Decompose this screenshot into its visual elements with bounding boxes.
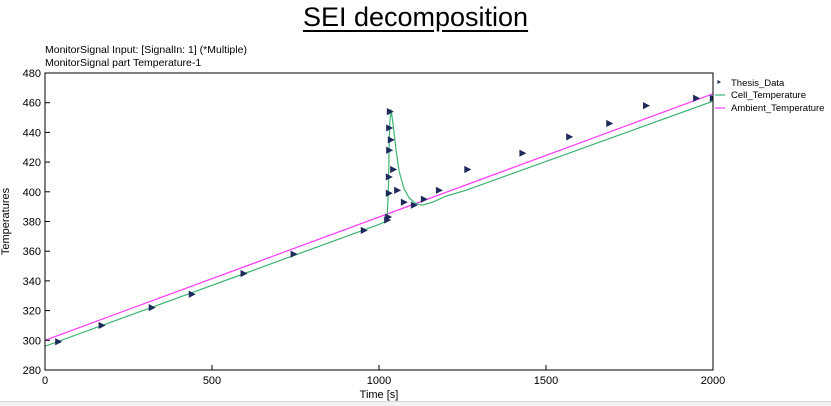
x-tick-label: 0 <box>42 375 48 387</box>
y-tick-label: 440 <box>23 127 41 139</box>
series-line-ambient-temperature <box>45 93 713 341</box>
thesis-data-point <box>385 189 393 197</box>
x-axis-label: Time [s] <box>360 389 399 401</box>
x-tick-label: 1500 <box>534 375 558 387</box>
thesis-data-point <box>420 195 428 203</box>
x-tick-label: 500 <box>203 375 221 387</box>
thesis-data-point <box>410 201 418 209</box>
legend-label-cell-temperature: Cell_Temperature <box>731 90 806 101</box>
thesis-data-point <box>387 136 395 144</box>
thesis-data-point <box>519 149 527 157</box>
thesis-data-point <box>606 119 614 128</box>
y-tick-label: 340 <box>23 276 41 288</box>
y-tick-label: 480 <box>23 68 41 80</box>
y-tick-label: 400 <box>23 187 41 199</box>
axes: 280 300 320 340 360 380 400 420 440 460 480 0 500 100… <box>23 68 726 387</box>
thesis-data-point <box>643 102 650 110</box>
thesis-data-point <box>386 124 394 132</box>
thesis-data-point <box>385 173 393 181</box>
thesis-data-point <box>98 321 106 330</box>
legend: Thesis_Data Cell_Temperature Ambient_Tem… <box>715 78 824 114</box>
y-axis-label: Temperatures <box>0 187 12 255</box>
legend-item-cell-temperature: Cell_Temperature <box>715 90 806 101</box>
thesis-data-point <box>435 186 443 194</box>
y-tick-label: 300 <box>23 335 41 347</box>
series-line-cell-temperature <box>45 100 713 347</box>
legend-marker-thesis-data <box>717 80 721 84</box>
monitor-signal-part-label: MonitorSignal part Temperature-1 <box>45 57 202 69</box>
thesis-data-point <box>148 304 156 312</box>
thesis-data-point <box>188 290 196 298</box>
thesis-data-point <box>400 198 408 206</box>
legend-item-ambient-temperature: Ambient_Temperature <box>715 103 824 114</box>
thesis-data-point <box>240 269 248 278</box>
thesis-data-point <box>464 165 472 174</box>
x-tick-label: 1000 <box>367 375 391 387</box>
window-bottom-edge <box>0 401 831 406</box>
thesis-data-point <box>385 213 393 221</box>
y-tick-label: 280 <box>23 365 41 377</box>
thesis-data-point <box>360 226 368 235</box>
legend-label-thesis-data: Thesis_Data <box>731 78 785 89</box>
thesis-data-point <box>709 94 713 102</box>
y-tick-label: 460 <box>23 98 41 110</box>
y-tick-label: 360 <box>23 246 41 258</box>
legend-label-ambient-temperature: Ambient_Temperature <box>731 103 824 114</box>
y-tick-label: 420 <box>23 157 41 169</box>
x-tick-label: 2000 <box>701 375 725 387</box>
legend-item-thesis-data: Thesis_Data <box>717 78 785 89</box>
thesis-data-point <box>386 108 394 116</box>
thesis-data-point <box>566 133 574 141</box>
thesis-data-point <box>693 94 701 102</box>
slide-title: SEI decomposition <box>302 2 529 32</box>
plot-frame <box>44 72 714 371</box>
y-tick-label: 380 <box>23 217 41 229</box>
monitor-signal-input-label: MonitorSignal Input: [SignalIn: 1] (*Mul… <box>45 44 247 56</box>
thesis-data-point <box>55 338 63 346</box>
thesis-data-point <box>290 250 298 258</box>
thesis-data-point <box>390 165 398 174</box>
plot-area <box>45 93 713 347</box>
y-tick-label: 320 <box>23 306 41 318</box>
thesis-data-point <box>394 186 402 194</box>
thesis-data-point <box>386 146 394 154</box>
